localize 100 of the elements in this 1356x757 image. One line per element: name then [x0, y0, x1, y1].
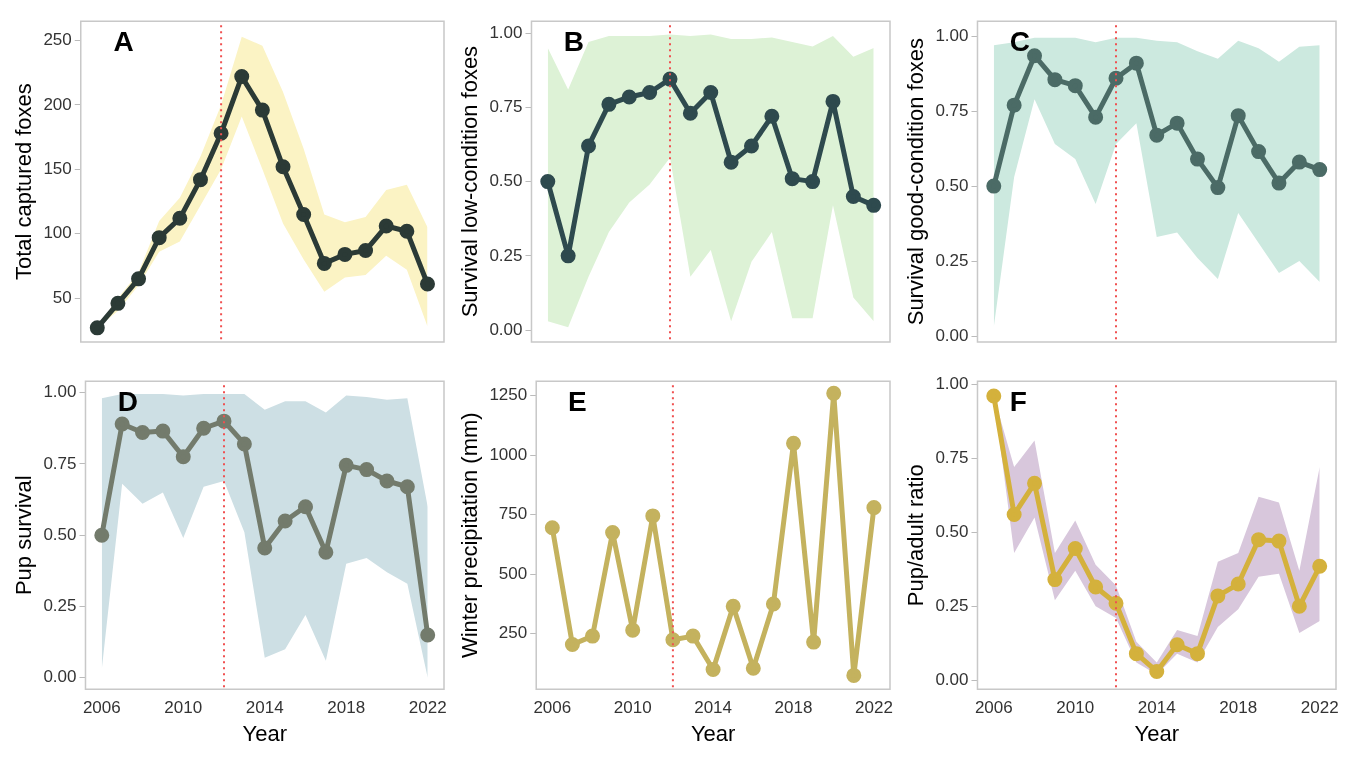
- x-tick-label: 2022: [1300, 698, 1339, 718]
- point: [196, 420, 212, 436]
- point: [1271, 533, 1287, 549]
- x-tick-label: 2018: [774, 698, 813, 718]
- point: [1291, 598, 1307, 614]
- point: [254, 102, 270, 118]
- point: [682, 105, 698, 121]
- y-tick-label: 0.75: [935, 447, 969, 467]
- x-axis-title: Year: [242, 720, 287, 746]
- point: [866, 197, 882, 213]
- point: [645, 508, 661, 524]
- point: [1067, 541, 1083, 557]
- point: [1230, 108, 1246, 124]
- y-tick-label: 200: [43, 94, 72, 114]
- point: [359, 462, 375, 478]
- y-axis-title: Total captured foxes: [11, 83, 37, 281]
- point: [419, 276, 435, 292]
- point: [585, 628, 600, 644]
- point: [1067, 78, 1083, 94]
- x-axis-title: Year: [1134, 720, 1179, 746]
- point: [1128, 55, 1144, 71]
- y-tick-label: 150: [43, 159, 72, 179]
- point: [155, 423, 171, 439]
- chart-title: D: [117, 385, 138, 417]
- y-tick-label: 500: [498, 563, 528, 583]
- y-axis-title: Winter precipitation (mm): [457, 412, 483, 659]
- point: [625, 622, 641, 638]
- y-tick-label: 1000: [489, 444, 528, 464]
- y-tick-label: 0.75: [43, 453, 77, 473]
- point: [564, 636, 580, 652]
- y-tick-label: 0.75: [489, 97, 523, 117]
- y-tick-label: 0.75: [935, 100, 969, 120]
- y-tick-label: 250: [43, 30, 72, 50]
- x-tick-label: 2006: [974, 698, 1013, 718]
- point: [1251, 144, 1267, 160]
- y-tick-label: 0.00: [43, 667, 77, 687]
- y-tick-label: 750: [498, 504, 528, 524]
- point: [725, 598, 741, 614]
- point: [338, 457, 354, 473]
- point: [581, 138, 597, 154]
- y-tick-label: 0.50: [43, 524, 77, 544]
- x-tick-label: 2014: [694, 698, 733, 718]
- point: [1230, 576, 1246, 592]
- y-tick-label: 0.25: [43, 596, 77, 616]
- point: [846, 667, 862, 683]
- x-tick-label: 2010: [164, 698, 203, 718]
- point: [213, 125, 229, 141]
- y-axis-title: Survival good-condition foxes: [903, 37, 929, 326]
- y-tick-label: 1.00: [489, 22, 523, 42]
- y-tick-label: 1.00: [935, 373, 969, 393]
- point: [560, 248, 576, 264]
- point: [114, 416, 130, 432]
- point: [805, 174, 821, 190]
- point: [703, 84, 719, 100]
- point: [642, 84, 658, 100]
- point: [605, 525, 621, 541]
- point: [297, 499, 313, 515]
- point: [745, 660, 761, 676]
- point: [296, 206, 312, 222]
- point: [1006, 506, 1022, 522]
- point: [192, 172, 208, 188]
- y-axis-title: Pup survival: [11, 475, 37, 596]
- chart-title: B: [563, 25, 584, 57]
- point: [1149, 127, 1165, 143]
- y-tick-label: 250: [498, 623, 528, 643]
- point: [786, 435, 802, 451]
- point: [131, 271, 147, 287]
- y-tick-label: 0.25: [935, 250, 969, 270]
- point: [337, 246, 353, 262]
- x-tick-label: 2018: [1219, 698, 1258, 718]
- y-tick-label: 0.50: [935, 521, 969, 541]
- point: [1312, 558, 1328, 574]
- x-tick-label: 2022: [408, 698, 447, 718]
- point: [399, 479, 415, 495]
- point: [1251, 532, 1267, 548]
- x-tick-label: 2022: [855, 698, 893, 718]
- y-axis-title: Pup/adult ratio: [903, 464, 929, 607]
- point: [277, 513, 293, 529]
- y-tick-label: 0.00: [489, 319, 523, 339]
- point: [986, 178, 1002, 194]
- x-tick-label: 2014: [1137, 698, 1176, 718]
- point: [1027, 48, 1043, 64]
- point: [1189, 646, 1205, 662]
- y-tick-label: 1.00: [43, 382, 77, 402]
- point: [986, 388, 1002, 404]
- point: [826, 385, 842, 401]
- point: [151, 230, 167, 246]
- point: [275, 159, 291, 175]
- y-tick-label: 50: [52, 287, 72, 307]
- point: [1027, 475, 1043, 491]
- point: [399, 223, 415, 239]
- x-axis-title: Year: [690, 720, 736, 746]
- point: [723, 154, 739, 170]
- x-tick-label: 2006: [533, 698, 572, 718]
- chart-title: C: [1009, 25, 1030, 57]
- point: [1189, 151, 1205, 167]
- point: [764, 108, 780, 124]
- point: [257, 540, 273, 556]
- point: [318, 544, 334, 560]
- point: [685, 628, 701, 644]
